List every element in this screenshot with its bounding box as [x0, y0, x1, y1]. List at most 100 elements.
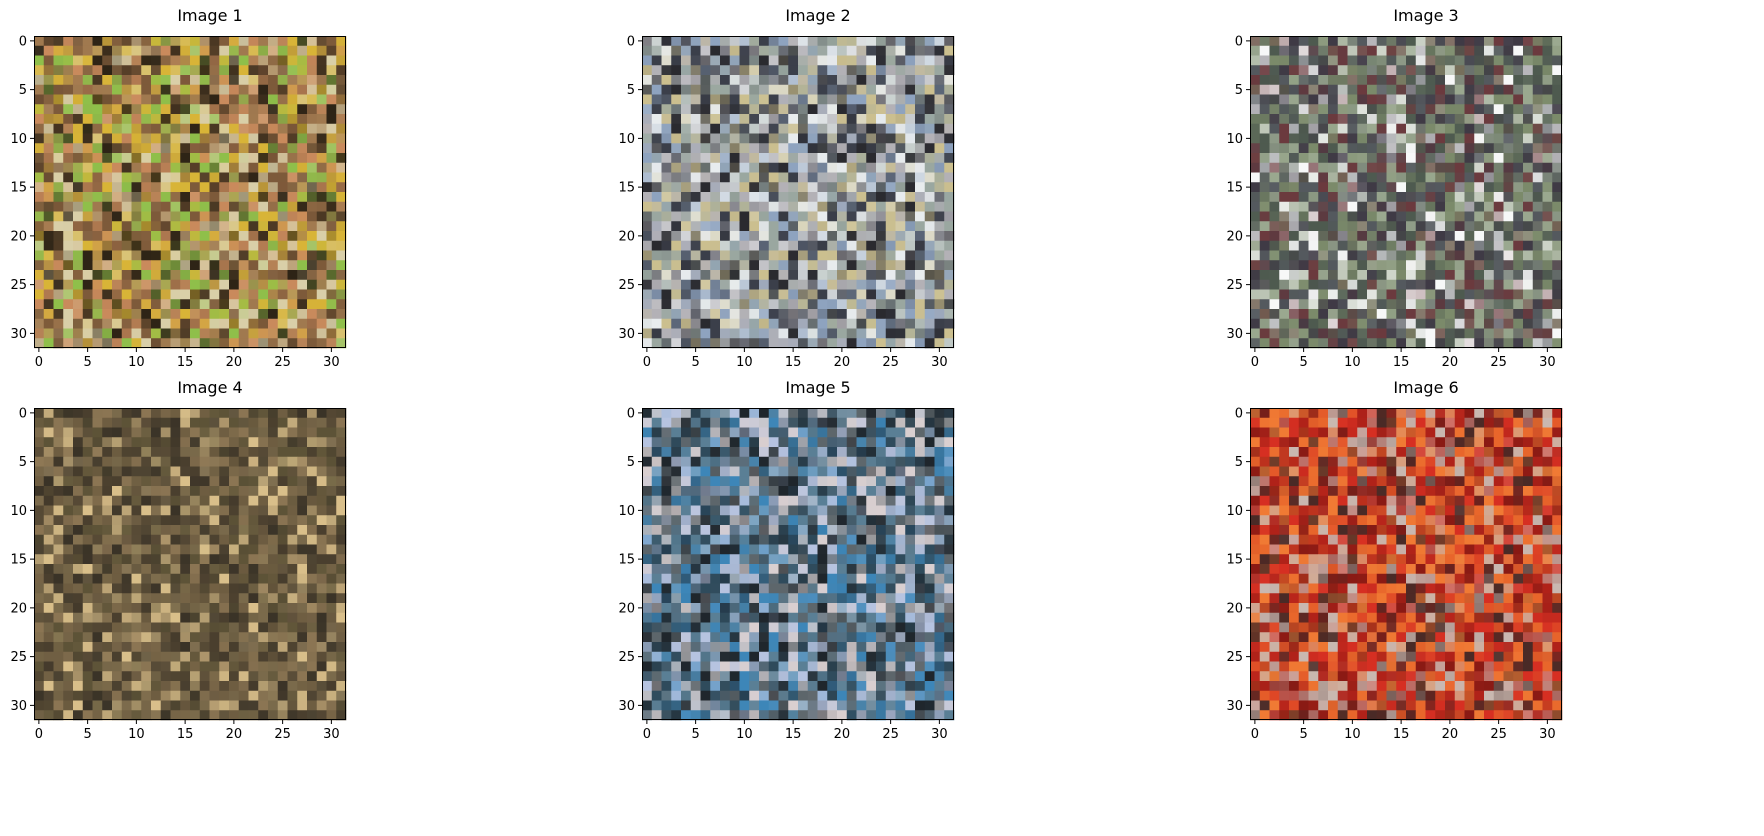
image-pixel	[778, 143, 789, 154]
image-pixel	[1337, 84, 1348, 95]
image-pixel	[151, 466, 162, 477]
image-pixel	[316, 661, 327, 672]
image-pixel	[1406, 162, 1417, 173]
image-pixel	[1493, 221, 1504, 232]
image-pixel	[287, 681, 298, 692]
image-pixel	[1523, 55, 1534, 66]
image-pixel	[817, 583, 828, 594]
image-pixel	[905, 437, 916, 448]
image-pixel	[729, 328, 740, 339]
image-pixel	[316, 456, 327, 467]
image-pixel	[219, 162, 230, 173]
image-pixel	[1337, 201, 1348, 212]
image-pixel	[642, 476, 653, 487]
image-pixel	[121, 231, 132, 242]
image-pixel	[739, 486, 750, 497]
image-pixel	[180, 328, 191, 339]
image-pixel	[73, 192, 84, 203]
image-pixel	[326, 172, 337, 183]
image-pixel	[1532, 250, 1543, 261]
image-pixel	[895, 250, 906, 261]
image-pixel	[759, 211, 770, 222]
image-pixel	[1289, 279, 1300, 290]
image-pixel	[297, 534, 308, 545]
image-pixel	[866, 201, 877, 212]
image-pixel	[876, 75, 887, 86]
image-pixel	[209, 476, 220, 487]
image-pixel	[681, 192, 692, 203]
image-pixel	[807, 309, 818, 320]
image-pixel	[1425, 192, 1436, 203]
image-pixel	[895, 476, 906, 487]
image-pixel	[788, 505, 799, 516]
image-pixel	[924, 554, 935, 565]
image-pixel	[876, 632, 887, 643]
image-pixel	[651, 437, 662, 448]
image-pixel	[671, 143, 682, 154]
image-pixel	[1542, 201, 1553, 212]
image-pixel	[934, 408, 945, 419]
image-pixel	[661, 318, 672, 329]
image-pixel	[1542, 299, 1553, 310]
image-pixel	[905, 270, 916, 281]
image-pixel	[73, 690, 84, 701]
image-pixel	[277, 681, 288, 692]
image-pixel	[1357, 75, 1368, 86]
image-pixel	[229, 456, 240, 467]
image-pixel	[846, 338, 857, 349]
image-pixel	[336, 700, 347, 711]
image-pixel	[316, 84, 327, 95]
image-pixel	[1425, 75, 1436, 86]
image-pixel	[1454, 211, 1465, 222]
image-pixel	[287, 534, 298, 545]
image-pixel	[798, 192, 809, 203]
image-pixel	[671, 299, 682, 310]
image-pixel	[729, 525, 740, 536]
image-pixel	[326, 133, 337, 144]
image-pixel	[661, 408, 672, 419]
image-pixel	[121, 427, 132, 438]
image-pixel	[798, 583, 809, 594]
image-pixel	[710, 231, 721, 242]
image-pixel	[1425, 162, 1436, 173]
image-pixel	[131, 437, 142, 448]
image-pixel	[924, 182, 935, 193]
image-pixel	[788, 456, 799, 467]
image-pixel	[307, 466, 318, 477]
image-pixel	[905, 622, 916, 633]
image-pixel	[180, 466, 191, 477]
x-tick-label: 5	[83, 727, 91, 742]
image-pixel	[846, 309, 857, 320]
image-pixel	[1415, 250, 1426, 261]
image-pixel	[924, 114, 935, 125]
image-pixel	[1318, 182, 1329, 193]
image-pixel	[92, 671, 103, 682]
image-pixel	[53, 328, 64, 339]
image-pixel	[749, 55, 760, 66]
image-pixel	[1542, 94, 1553, 105]
image-pixel	[895, 486, 906, 497]
image-pixel	[866, 544, 877, 555]
image-pixel	[1376, 289, 1387, 300]
image-pixel	[807, 231, 818, 242]
image-pixel	[1445, 84, 1456, 95]
image-pixel	[1279, 240, 1290, 251]
image-pixel	[326, 690, 337, 701]
image-pixel	[924, 338, 935, 349]
image-pixel	[1493, 182, 1504, 193]
image-pixel	[209, 573, 220, 584]
image-pixel	[1376, 55, 1387, 66]
image-pixel	[209, 710, 220, 721]
image-pixel	[944, 515, 955, 526]
image-pixel	[34, 162, 45, 173]
image-pixel	[1289, 172, 1300, 183]
image-pixel	[681, 211, 692, 222]
image-pixel	[817, 172, 828, 183]
image-pixel	[102, 221, 113, 232]
image-pixel	[151, 710, 162, 721]
image-pixel	[1250, 94, 1261, 105]
image-pixel	[1406, 250, 1417, 261]
image-pixel	[209, 84, 220, 95]
image-pixel	[642, 408, 653, 419]
image-pixel	[661, 544, 672, 555]
